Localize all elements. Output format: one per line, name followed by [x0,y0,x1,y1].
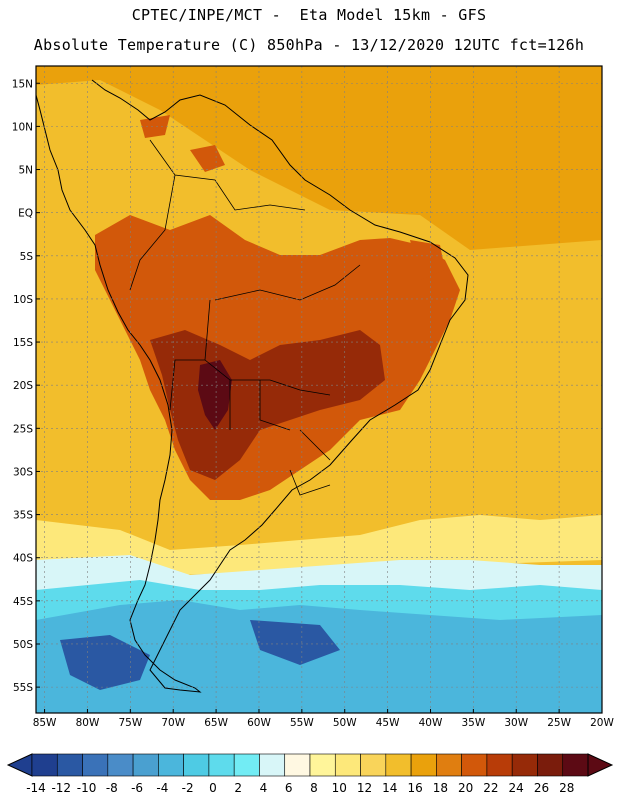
colorbar-swatch [537,753,564,777]
colorbar-swatch [31,753,58,777]
colorbar-label: 0 [209,781,217,795]
lat-label: 5N [18,165,33,177]
colorbar-label: 10 [332,781,347,795]
colorbar-min-arrow [6,753,33,777]
colorbar-swatch [233,753,260,777]
colorbar-swatch [132,753,159,777]
lon-label: 85W [33,717,57,729]
coastline [36,79,469,693]
colorbar-swatch [82,753,109,777]
north-warm-ocean [36,66,602,250]
colorbar-swatch [436,753,462,777]
colorbar-swatch [107,753,134,777]
colorbar-swatch [56,753,83,777]
colorbar-label: -10 [77,781,97,795]
colorbar-label: -12 [51,781,71,795]
colorbar-label: -4 [156,781,168,795]
colorbar-max-arrow [587,753,614,777]
colorbar-swatch [259,753,286,777]
temperature-field [36,66,602,713]
country-borders [129,139,361,496]
lat-label: 45S [13,596,33,608]
colorbar-swatch [183,753,210,777]
colorbar-label: 22 [483,781,498,795]
map-frame [35,65,603,714]
colorbar-swatch [385,753,412,777]
colorbar-label: 4 [260,781,268,795]
lon-label: 20W [590,717,614,729]
lat-label: 30S [13,466,33,478]
colorbar-label: 26 [534,781,549,795]
graticule [36,66,602,713]
colorbar-label: 16 [407,781,422,795]
lat-label: 15S [13,337,33,349]
lat-label: 5S [20,251,34,263]
colorbar: -14 -12 -10 -8 -6 -4 -2 0 2 4 6 8 10 12 14 16 18 20 22 24 26… [6,753,614,795]
header-title-line2: Absolute Temperature (C) 850hPa - 13/12/… [33,36,585,54]
lon-label: 55W [290,717,314,729]
colorbar-label: -6 [131,781,143,795]
colorbar-label: -8 [106,781,118,795]
lat-label: 15N [12,78,33,90]
colorbar-label: 2 [234,781,242,795]
colorbar-swatch [410,753,437,777]
lat-label: 50S [13,639,33,651]
colorbar-label: 18 [433,781,448,795]
header-title-line1: CPTEC/INPE/MCT - Eta Model 15km - GFS [131,6,487,24]
colorbar-swatch [284,753,311,777]
colorbar-swatch [461,753,488,777]
lat-label: 20S [13,380,33,392]
colorbar-swatch [486,753,513,777]
latitude-axis: 15N 10N 5N EQ 5S 10S 15S 20S 25S 30S 35S 40S 45S 50S 5… [12,78,40,694]
colorbar-label: 8 [310,781,318,795]
colorbar-label: 14 [382,781,397,795]
colorbar-label: -2 [182,781,194,795]
lon-label: 70W [161,717,185,729]
lon-label: 35W [461,717,485,729]
lon-label: 40W [419,717,443,729]
colorbar-swatch [360,753,387,777]
heat-core [198,360,232,430]
lat-label: 55S [13,682,33,694]
deep-blue-zone [60,620,340,690]
colorbar-label: 28 [559,781,574,795]
lon-label: 30W [504,717,528,729]
lat-label: 10S [13,294,33,306]
colorbar-label: 20 [458,781,473,795]
colorbar-swatch [334,753,361,777]
lon-label: 60W [247,717,271,729]
lat-label: 40S [13,553,33,565]
lon-label: 50W [333,717,357,729]
lat-label: 35S [13,510,33,522]
colorbar-swatch [511,753,538,777]
colorbar-swatch [309,753,336,777]
lon-label: 45W [376,717,400,729]
map-figure: 15N 10N 5N EQ 5S 10S 15S 20S 25S 30S 35S 40S 45S 50S 5… [12,65,614,729]
lon-label: 65W [204,717,228,729]
lat-label: 10N [12,121,33,133]
colorbar-swatch [208,753,235,777]
colorbar-swatch [562,753,589,777]
lon-label: 75W [118,717,142,729]
lat-label: EQ [18,208,33,220]
colorbar-label: 12 [357,781,372,795]
colorbar-label: 6 [285,781,293,795]
lat-label: 25S [13,423,33,435]
longitude-axis: 85W 80W 75W 70W 65W 60W 55W 50W 45W 40W 35W 30W 25W 2… [33,709,614,729]
lon-label: 80W [76,717,100,729]
colorbar-swatch [158,753,184,777]
lon-label: 25W [547,717,571,729]
colorbar-label: -14 [26,781,46,795]
colorbar-label: 24 [509,781,524,795]
